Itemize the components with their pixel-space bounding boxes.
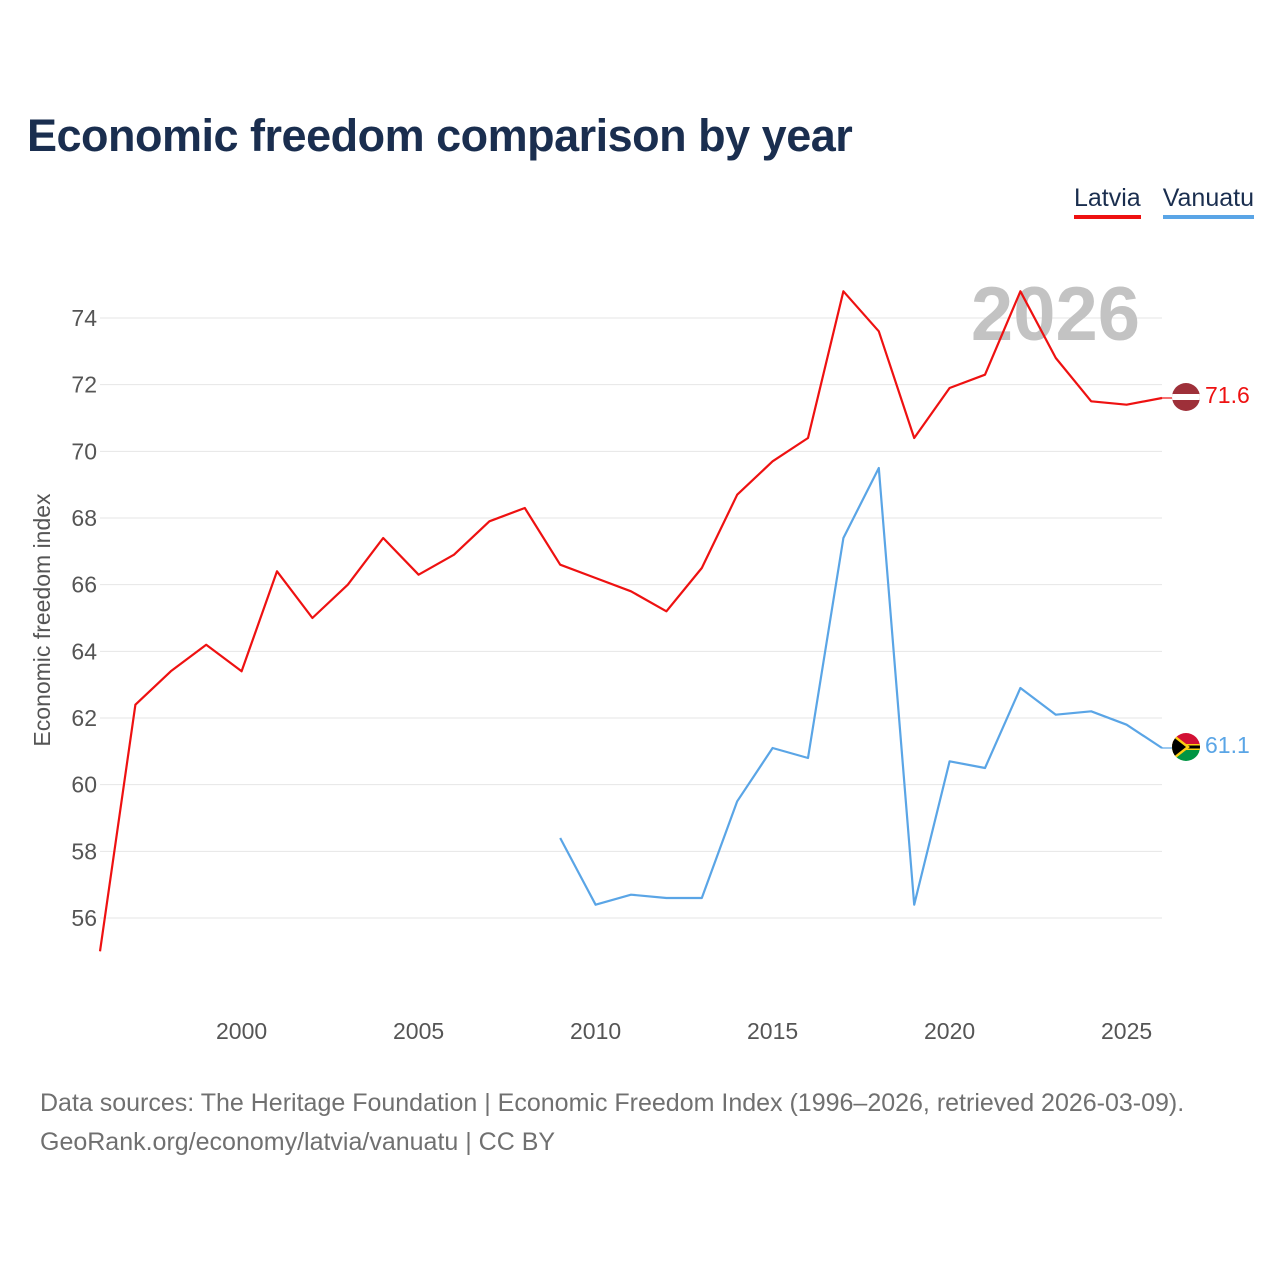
- latvia-flag-icon: [1172, 383, 1200, 411]
- legend-item-vanuatu[interactable]: Vanuatu: [1162, 184, 1254, 219]
- data-point-latvia[interactable]: [380, 535, 386, 541]
- chart-title: Economic freedom comparison by year: [27, 110, 853, 161]
- data-point-latvia[interactable]: [982, 372, 988, 378]
- x-tick-label: 2025: [1101, 1018, 1152, 1044]
- data-point-vanuatu[interactable]: [593, 902, 599, 908]
- data-point-vanuatu[interactable]: [557, 835, 563, 841]
- y-tick-label: 70: [71, 438, 97, 464]
- legend-item-latvia[interactable]: Latvia: [1073, 184, 1141, 219]
- data-point-vanuatu[interactable]: [1017, 685, 1023, 691]
- data-point-latvia[interactable]: [309, 615, 315, 621]
- data-point-latvia[interactable]: [557, 562, 563, 568]
- vanuatu-end-value: 61.1: [1205, 732, 1250, 758]
- data-point-latvia[interactable]: [451, 552, 457, 558]
- data-point-latvia[interactable]: [876, 328, 882, 334]
- y-tick-label: 74: [71, 305, 97, 331]
- y-tick-label: 72: [71, 372, 97, 398]
- x-tick-label: 2000: [216, 1018, 267, 1044]
- data-point-latvia[interactable]: [1053, 355, 1059, 361]
- y-tick-label: 66: [71, 572, 97, 598]
- latvia-end-value: 71.6: [1205, 382, 1250, 408]
- x-tick-label: 2005: [393, 1018, 444, 1044]
- data-point-latvia[interactable]: [593, 575, 599, 581]
- data-point-latvia[interactable]: [203, 642, 209, 648]
- data-point-vanuatu[interactable]: [876, 465, 882, 471]
- data-point-latvia[interactable]: [1017, 288, 1023, 294]
- data-point-latvia[interactable]: [132, 702, 138, 708]
- data-point-latvia[interactable]: [522, 505, 528, 511]
- data-point-latvia[interactable]: [168, 668, 174, 674]
- data-sources-text: Data sources: The Heritage Foundation | …: [40, 1089, 1185, 1117]
- data-point-vanuatu[interactable]: [734, 798, 740, 804]
- data-point-latvia[interactable]: [628, 588, 634, 594]
- series-line-latvia[interactable]: [98, 290, 1163, 952]
- series-lines: [97, 288, 1172, 954]
- data-point-vanuatu[interactable]: [628, 892, 634, 898]
- data-point-vanuatu[interactable]: [947, 758, 953, 764]
- data-point-latvia[interactable]: [911, 435, 917, 441]
- series-line-vanuatu[interactable]: [559, 466, 1163, 906]
- data-point-latvia[interactable]: [805, 435, 811, 441]
- data-point-vanuatu[interactable]: [1124, 722, 1130, 728]
- data-point-latvia[interactable]: [1124, 402, 1130, 408]
- data-point-latvia[interactable]: [770, 458, 776, 464]
- data-point-latvia[interactable]: [97, 948, 103, 954]
- data-point-vanuatu[interactable]: [840, 535, 846, 541]
- data-point-latvia[interactable]: [840, 288, 846, 294]
- data-point-vanuatu[interactable]: [1088, 708, 1094, 714]
- data-point-vanuatu[interactable]: [699, 895, 705, 901]
- data-point-vanuatu[interactable]: [911, 902, 917, 908]
- year-watermark: 2026: [971, 272, 1140, 357]
- legend: Latvia Vanuatu: [1073, 184, 1254, 219]
- data-point-latvia[interactable]: [947, 385, 953, 391]
- y-tick-label: 60: [71, 772, 97, 798]
- data-point-latvia[interactable]: [416, 572, 422, 578]
- data-point-latvia[interactable]: [345, 582, 351, 588]
- data-point-latvia[interactable]: [663, 608, 669, 614]
- data-point-vanuatu[interactable]: [805, 755, 811, 761]
- data-point-latvia[interactable]: [274, 568, 280, 574]
- data-point-vanuatu[interactable]: [663, 895, 669, 901]
- y-tick-label: 64: [71, 638, 97, 664]
- x-axis-ticks: 2000 2005 2010 2015 2020 2025: [216, 1018, 1152, 1044]
- attribution-link[interactable]: GeoRank.org/economy/latvia/vanuatu | CC …: [40, 1128, 556, 1156]
- data-point-latvia[interactable]: [486, 518, 492, 524]
- data-point-vanuatu[interactable]: [982, 765, 988, 771]
- data-point-latvia[interactable]: [734, 492, 740, 498]
- vanuatu-flag-icon: [1172, 733, 1200, 761]
- data-point-latvia[interactable]: [239, 668, 245, 674]
- data-point-vanuatu[interactable]: [1053, 712, 1059, 718]
- data-point-latvia[interactable]: [1088, 398, 1094, 404]
- y-tick-label: 58: [71, 838, 97, 864]
- x-tick-label: 2015: [747, 1018, 798, 1044]
- data-point-latvia[interactable]: [699, 565, 705, 571]
- data-point-vanuatu[interactable]: [1159, 745, 1165, 751]
- y-axis-ticks: 56 58 60 62 64 66 68 70 72 74: [71, 305, 97, 931]
- y-tick-label: 62: [71, 705, 97, 731]
- footer: Data sources: The Heritage Foundation | …: [40, 1084, 1184, 1162]
- y-tick-label: 56: [71, 905, 97, 931]
- gridlines: [100, 317, 1162, 919]
- y-tick-label: 68: [71, 505, 97, 531]
- data-point-latvia[interactable]: [1159, 395, 1165, 401]
- y-axis-label: Economic freedom index: [29, 493, 55, 747]
- x-tick-label: 2010: [570, 1018, 621, 1044]
- x-tick-label: 2020: [924, 1018, 975, 1044]
- data-point-vanuatu[interactable]: [770, 745, 776, 751]
